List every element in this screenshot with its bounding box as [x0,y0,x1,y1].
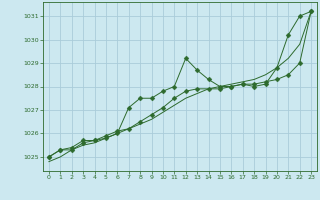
Text: Graphe pression niveau de la mer (hPa): Graphe pression niveau de la mer (hPa) [65,185,255,194]
